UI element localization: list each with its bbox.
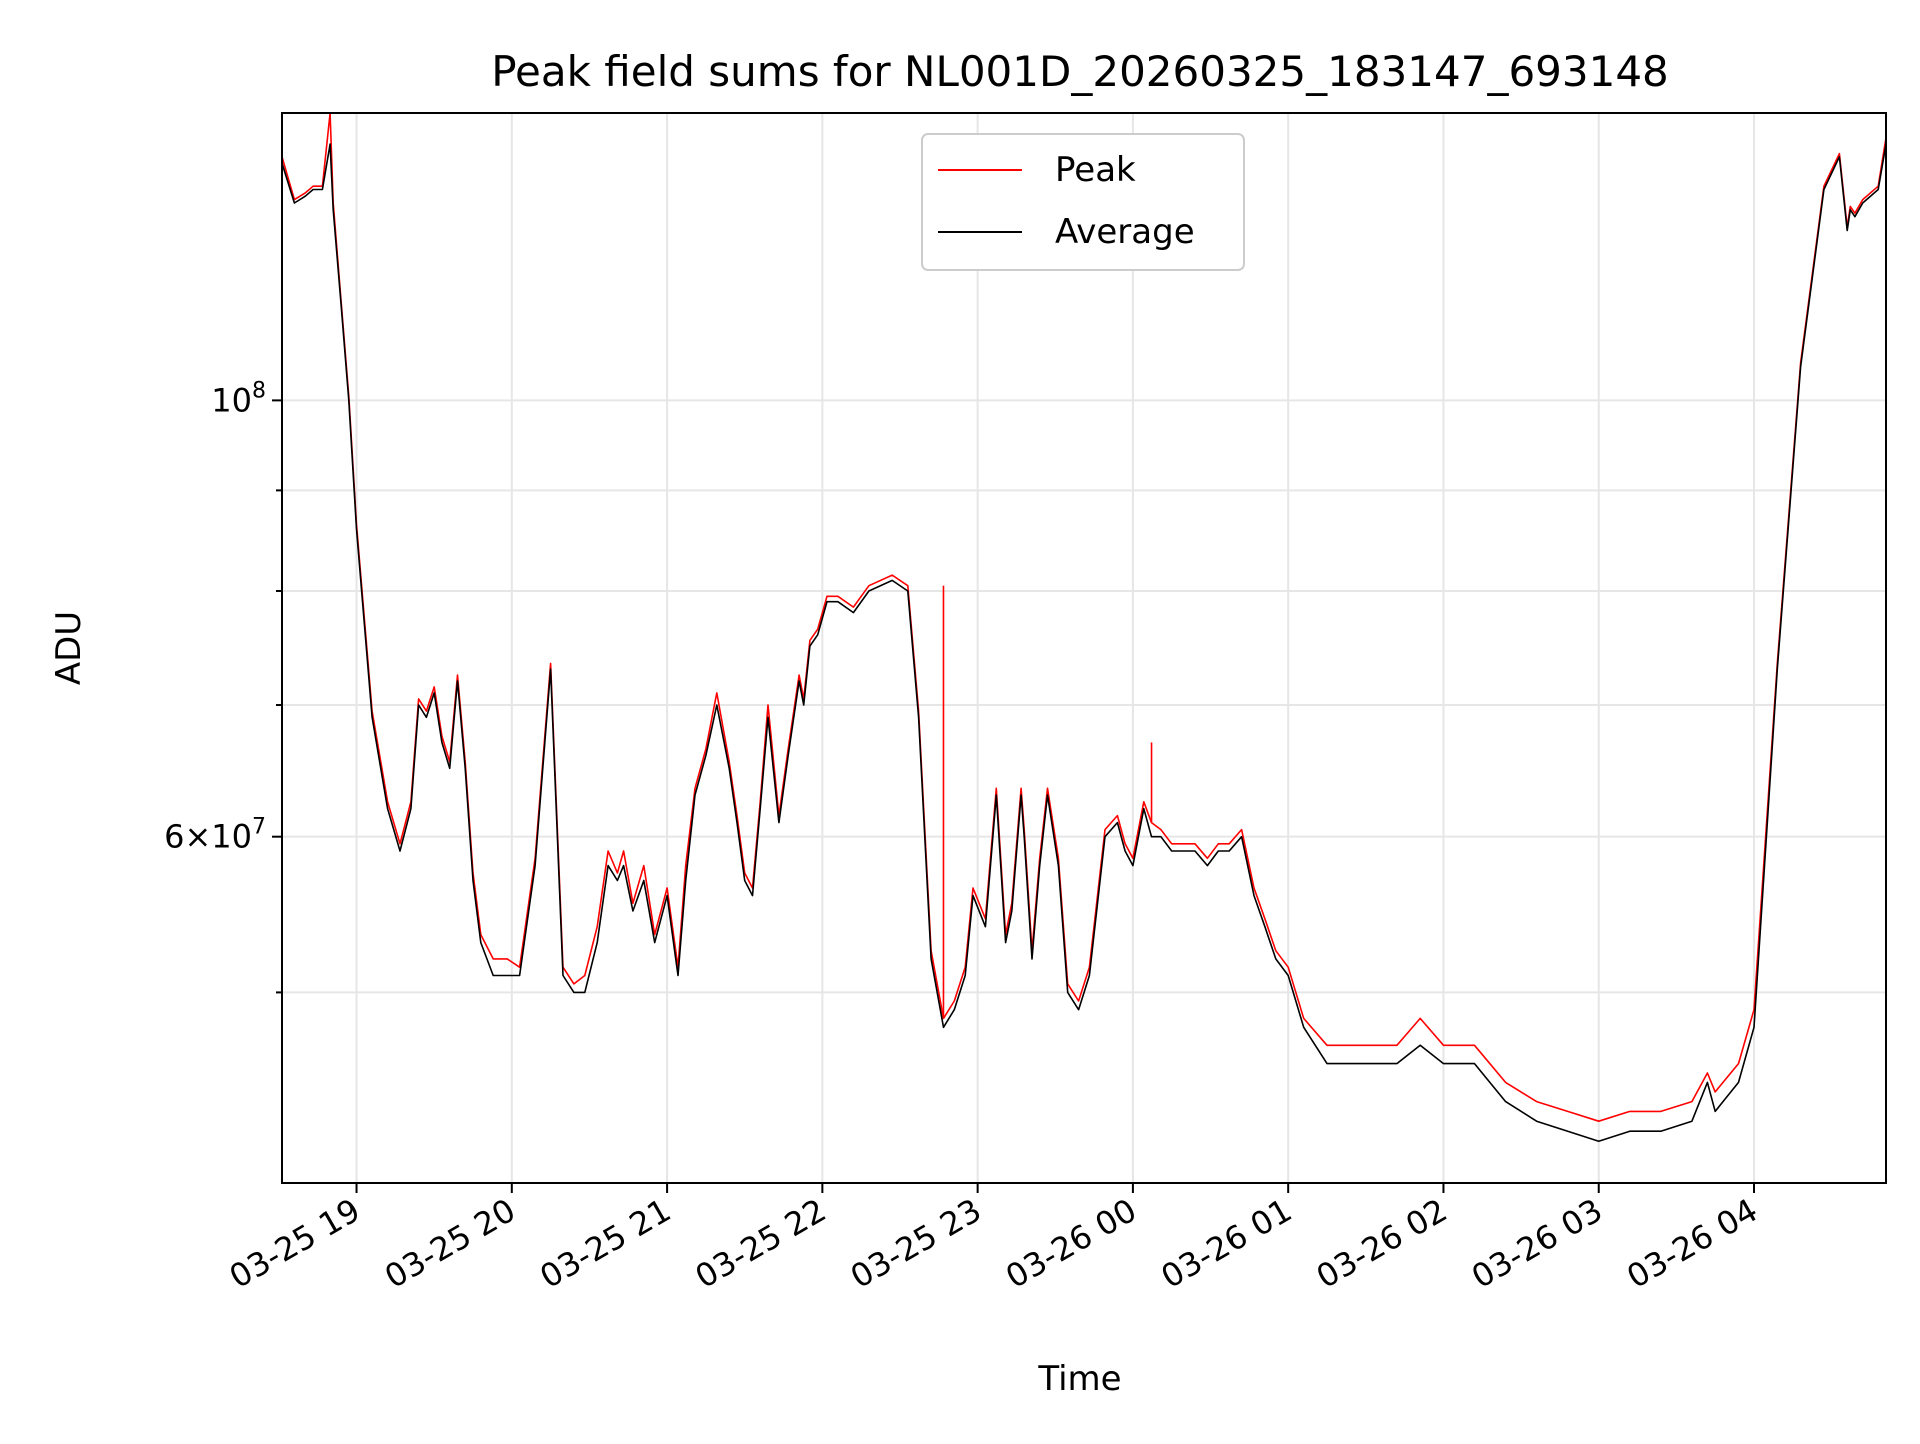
x-tick-label: 03-25 21 <box>533 1191 677 1296</box>
series-line-peak <box>281 112 1887 1122</box>
x-axis-label: Time <box>1037 1359 1121 1399</box>
legend: Peak Average <box>921 133 1245 271</box>
x-tick-label: 03-25 20 <box>378 1191 522 1296</box>
x-tick-label: 03-26 03 <box>1465 1191 1609 1296</box>
y-axis-label: ADU <box>49 611 89 685</box>
y-tick-label: 108 <box>211 378 266 419</box>
plot-frame <box>281 112 1887 1184</box>
legend-label-average: Average <box>1055 212 1195 252</box>
chart-title: Peak field sums for NL001D_20260325_1831… <box>491 47 1669 96</box>
x-tick-label: 03-26 00 <box>999 1191 1143 1296</box>
x-tick-label: 03-25 19 <box>223 1191 367 1296</box>
x-tick-label: 03-25 22 <box>689 1191 833 1296</box>
x-tick-label: 03-26 04 <box>1620 1191 1764 1296</box>
x-tick-label: 03-26 01 <box>1155 1191 1299 1296</box>
data-series <box>281 112 1887 1143</box>
grid <box>282 113 1886 1183</box>
legend-label-peak: Peak <box>1055 150 1136 190</box>
x-tick-label: 03-25 23 <box>844 1191 988 1296</box>
x-tick-label: 03-26 02 <box>1310 1191 1454 1296</box>
series-line-average <box>281 143 1887 1143</box>
legend-box <box>921 133 1245 271</box>
y-tick-label: 6×107 <box>164 815 266 856</box>
